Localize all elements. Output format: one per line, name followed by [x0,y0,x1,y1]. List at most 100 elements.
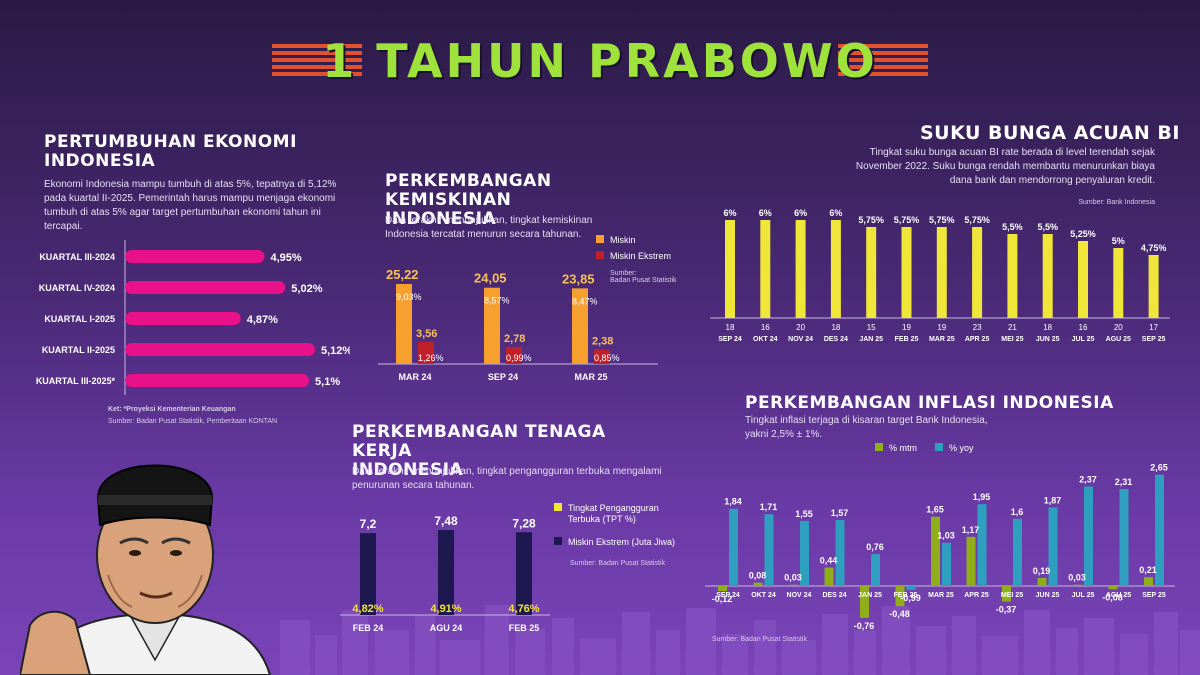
birate-chart: 6% 18 SEP 24 6% 16 OKT 24 6% 20 NOV 24 6% 18 DES 24… [710,208,1170,343]
inflation-category-label: AGU 25 [1106,592,1131,599]
labor-legend-swatch-jiwa [554,537,562,545]
inflation-title: PERKEMBANGAN INFLASI INDONESIA [745,393,1114,413]
birate-month-label: MEI 25 [1001,336,1023,343]
growth-bar [125,374,310,387]
inflation-category-label: JUN 25 [1036,592,1060,599]
poverty-value-miskin: 25,22 [386,267,419,282]
inflation-label-mtm: 0,44 [820,556,838,566]
labor-title: PERKEMBANGAN TENAGA KERJA INDONESIA [352,423,652,480]
growth-description: Ekonomi Indonesia mampu tumbuh di atas 5… [44,179,337,232]
inflation-label-mtm: -0,37 [996,605,1017,615]
inflation-chart: % mtm % yoy -0,12 1,84 SEP 24 0,08 1,71 OKT 24 0… [705,443,1175,631]
inflation-desc-line1: Tingkat inflasi terjaga di kisaran targe… [745,415,988,426]
birate-day-label: 23 [973,323,982,332]
poverty-value-ekstrem: 3,56 [416,328,437,340]
birate-day-label: 19 [937,323,946,332]
labor-tpt-label: 4,91% [430,603,461,615]
labor-value-label: 7,2 [360,517,377,531]
inflation-bar-mtm [1037,578,1047,586]
inflation-category-label: NOV 24 [787,592,812,599]
growth-title-line2: INDONESIA [44,151,156,171]
inflation-bar-yoy [906,586,916,590]
poverty-source-line1: Sumber: [610,270,637,277]
inflation-category-label: FEB 25 [894,592,918,599]
growth-value-label: 4,87% [247,314,278,326]
poverty-category-label: MAR 24 [398,372,431,382]
poverty-pct-ekstrem: 0,85% [594,353,620,363]
birate-value-label: 6% [723,208,736,218]
inflation-bar-yoy [835,520,845,586]
birate-month-label: JUL 25 [1072,336,1095,343]
growth-bar [125,281,286,294]
birate-day-label: 20 [796,323,805,332]
inflation-legend-swatch-yoy [935,443,943,451]
inflation-label-yoy: 1,87 [1044,495,1062,505]
poverty-pct-miskin: 8,47% [572,296,598,306]
inflation-bar-yoy [871,554,880,586]
inflation-label-yoy: 2,31 [1115,477,1133,487]
growth-value-label: 5,1% [315,376,340,388]
inflation-label-yoy: 1,03 [937,531,955,541]
page-title: 1 TAHUN PRABOWO [322,34,878,88]
city-skyline [280,605,1200,675]
title-stripes-left [272,44,362,82]
birate-bar [725,220,735,318]
birate-month-label: AGU 25 [1106,336,1131,343]
poverty-pct-ekstrem: 1,26% [418,353,444,363]
inflation-source: Sumber: Badan Pusat Statistik [712,636,807,643]
inflation-bar-mtm [789,584,798,586]
inflation-label-mtm: -0,08 [1102,592,1123,602]
inflation-label-yoy: 1,55 [795,509,813,519]
poverty-chart: Miskin Miskin Ekstrem 25,22 9,03% 3,56 1,26% M… [378,235,671,382]
labor-bar [438,530,454,615]
inflation-label-mtm: -0,12 [712,594,733,604]
inflation-label-yoy: -0,99 [900,593,921,603]
labor-bar [516,532,532,615]
birate-month-label: APR 25 [965,336,990,343]
inflation-label-yoy: 1,57 [831,508,849,518]
birate-month-label: OKT 24 [753,336,778,343]
labor-legend-tpt-line1: Tingkat Pengangguran [568,503,659,513]
birate-month-label: MAR 25 [929,336,955,343]
birate-value-label: 5,75% [858,215,884,225]
growth-note: Ket: *Proyeksi Kementerian Keuangan [108,406,236,413]
growth-value-label: 5,02% [291,283,322,295]
birate-month-label: NOV 24 [788,336,813,343]
birate-value-label: 4,75% [1141,243,1167,253]
inflation-label-mtm: -0,48 [889,609,910,619]
labor-title-line2: INDONESIA [352,460,464,480]
inflation-label-mtm: 0,03 [784,573,802,583]
birate-month-label: DES 24 [824,336,848,343]
birate-month-label: JAN 25 [859,336,883,343]
growth-category-label: KUARTAL III-2024 [39,252,115,262]
birate-month-label: SEP 24 [718,336,742,343]
inflation-bar-yoy [1155,474,1164,586]
poverty-category-label: SEP 24 [488,372,518,382]
poverty-source: Sumber: Badan Pusat Statistik [610,270,677,284]
poverty-source-line2: Badan Pusat Statistik [610,277,677,284]
labor-legend-tpt-line2: Terbuka (TPT %) [568,514,636,524]
inflation-bar-mtm [860,586,869,618]
birate-day-label: 18 [831,323,840,332]
birate-description: Tingkat suku bunga acuan BI rate berada … [855,147,1155,186]
growth-value-label: 5,12% [321,345,350,357]
inflation-label-mtm: 0,21 [1139,565,1157,575]
inflation-label-yoy: 1,71 [760,502,778,512]
inflation-desc-line2: yakni 2,5% ± 1%. [745,429,823,440]
poverty-bar-miskin [396,284,412,364]
birate-bar [760,220,771,318]
labor-source: Sumber: Badan Pusat Statistik [570,560,665,567]
labor-category-label: FEB 25 [509,623,540,633]
poverty-title: PERKEMBANGAN KEMISKINAN INDONESIA [385,172,645,229]
poverty-title-line2: INDONESIA [385,209,497,229]
poverty-value-ekstrem: 2,38 [592,335,613,347]
inflation-category-label: SEP 24 [716,592,740,599]
inflation-bar-yoy [1048,507,1058,586]
inflation-category-label: MEI 25 [1001,592,1023,599]
labor-tpt-label: 4,82% [352,603,383,615]
growth-bar [125,250,265,263]
growth-title: PERTUMBUHAN EKONOMI INDONESIA [44,133,344,171]
birate-day-label: 19 [902,323,911,332]
inflation-bar-mtm [931,516,940,586]
